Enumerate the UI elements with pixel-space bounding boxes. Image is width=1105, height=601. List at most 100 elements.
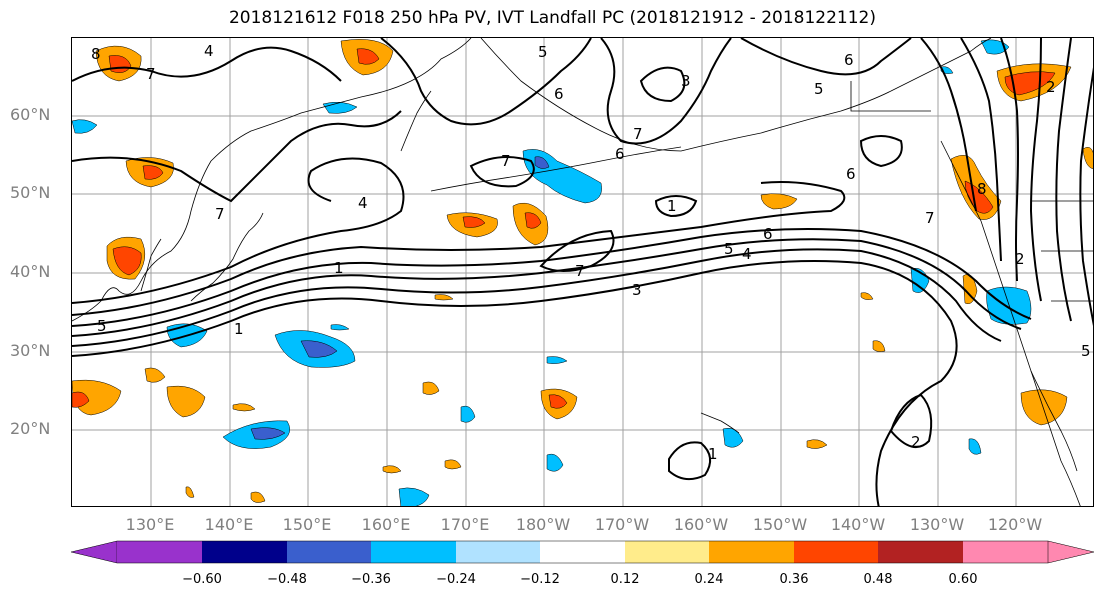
positive-anomaly bbox=[166, 385, 206, 418]
lat-label-20n: 20°N bbox=[10, 419, 51, 438]
coastline-hawaii bbox=[700, 412, 740, 434]
positive-anomaly bbox=[462, 216, 486, 228]
map-panel: 5 1 4 7 1 3 5 4 6 7 6 7 6 5 5 7 8 6 2 1 … bbox=[71, 37, 1094, 507]
contour-label: 1 bbox=[708, 445, 718, 463]
negative-anomaly bbox=[398, 487, 430, 506]
negative-anomaly bbox=[722, 428, 744, 448]
positive-anomaly bbox=[144, 367, 166, 383]
negative-anomaly bbox=[460, 405, 476, 423]
contour-label: 7 bbox=[575, 262, 585, 280]
contour-label: 1 bbox=[667, 197, 677, 215]
colorbar-tick: −0.48 bbox=[267, 572, 307, 587]
colorbar-tick: 0.24 bbox=[694, 572, 724, 587]
colorbar-tick: 0.36 bbox=[779, 572, 809, 587]
colorbar-extend-high bbox=[1047, 540, 1095, 564]
positive-anomaly bbox=[434, 294, 454, 301]
contour-label: 5 bbox=[97, 317, 107, 335]
negative-anomaly bbox=[546, 453, 564, 472]
contour-label: 4 bbox=[742, 245, 752, 263]
colorbar-tick: 0.48 bbox=[863, 572, 893, 587]
contour-label: 1 bbox=[234, 320, 244, 338]
contour-line bbox=[668, 441, 712, 481]
contour-line bbox=[72, 259, 958, 506]
map-title: 2018121612 F018 250 hPa PV, IVT Landfall… bbox=[228, 8, 876, 28]
contour-line bbox=[960, 38, 1002, 262]
contour-label: 5 bbox=[538, 43, 548, 61]
contour-label: 1 bbox=[334, 259, 344, 277]
contour-label: 7 bbox=[146, 65, 156, 83]
contour-label: 6 bbox=[763, 225, 773, 243]
lon-label-180w: 180°W bbox=[515, 515, 571, 534]
contour-line bbox=[920, 38, 977, 212]
positive-anomaly bbox=[142, 165, 164, 180]
colorbar-segment bbox=[456, 541, 540, 563]
contour-line bbox=[1000, 38, 1019, 282]
lat-label-60n: 60°N bbox=[10, 105, 51, 124]
lat-label-40n: 40°N bbox=[10, 262, 51, 281]
contour-label: 6 bbox=[615, 145, 625, 163]
contour-line bbox=[740, 38, 912, 76]
contour-line bbox=[600, 38, 732, 145]
positive-anomaly bbox=[72, 391, 90, 408]
contour-label: 2 bbox=[911, 433, 921, 451]
contour-label: 4 bbox=[358, 194, 368, 212]
lon-label-150w: 150°W bbox=[752, 515, 808, 534]
coastline-baja bbox=[1030, 370, 1078, 472]
contour-label: 5 bbox=[1081, 342, 1091, 360]
contour-label: 7 bbox=[633, 125, 643, 143]
contour-label: 2 bbox=[1015, 250, 1025, 268]
positive-anomaly bbox=[872, 340, 886, 352]
contour-line bbox=[72, 157, 405, 304]
lat-label-30n: 30°N bbox=[10, 341, 51, 360]
negative-anomaly bbox=[986, 286, 1032, 325]
lon-label-160e: 160°E bbox=[361, 515, 411, 534]
negative-anomaly bbox=[250, 427, 286, 440]
contour-label: 2 bbox=[1046, 78, 1056, 96]
colorbar-segment bbox=[202, 541, 287, 563]
lat-label-50n: 50°N bbox=[10, 183, 51, 202]
coastline-aleutians bbox=[430, 146, 682, 192]
contour-label: 6 bbox=[844, 51, 854, 69]
positive-anomaly bbox=[382, 465, 402, 474]
lon-label-130w: 130°W bbox=[909, 515, 965, 534]
colorbar-segment bbox=[878, 541, 963, 563]
lon-label-140e: 140°E bbox=[204, 515, 254, 534]
coastlines bbox=[72, 38, 1093, 506]
contour-line bbox=[469, 156, 535, 188]
positive-anomaly bbox=[444, 459, 462, 470]
negative-anomaly bbox=[300, 340, 338, 358]
colorbar-extend-low bbox=[70, 540, 118, 564]
contour-label: 7 bbox=[501, 152, 511, 170]
positive-anomaly bbox=[524, 212, 542, 229]
positive-anomaly bbox=[860, 292, 874, 300]
lon-label-150e: 150°E bbox=[282, 515, 332, 534]
contour-label: 8 bbox=[977, 180, 987, 198]
colorbar-segment bbox=[287, 541, 371, 563]
coastline-korea bbox=[140, 238, 162, 292]
contour-label: 3 bbox=[681, 72, 691, 90]
contour-line bbox=[1079, 67, 1093, 327]
lon-label-170e: 170°E bbox=[440, 515, 490, 534]
contour-label-group: 5 1 4 7 1 3 5 4 6 7 6 7 6 5 5 7 8 6 2 1 … bbox=[91, 42, 1091, 463]
contour-label: 7 bbox=[925, 209, 935, 227]
colorbar-segment bbox=[117, 541, 202, 563]
contour-line bbox=[72, 110, 402, 203]
colorbar-segment bbox=[794, 541, 878, 563]
lon-label-120w: 120°W bbox=[987, 515, 1043, 534]
contour-line bbox=[1029, 38, 1042, 302]
pv-contours bbox=[72, 38, 1093, 506]
pc-shading bbox=[72, 39, 1093, 506]
colorbar-segment bbox=[963, 541, 1048, 563]
contour-line bbox=[1055, 38, 1072, 322]
contour-line bbox=[72, 228, 1032, 327]
negative-anomaly bbox=[330, 324, 350, 331]
positive-anomaly bbox=[1020, 389, 1068, 426]
colorbar-tick: −0.12 bbox=[520, 572, 560, 587]
lon-label-130e: 130°E bbox=[125, 515, 175, 534]
negative-anomaly bbox=[968, 438, 982, 455]
positive-anomaly bbox=[112, 246, 142, 276]
positive-anomaly bbox=[422, 381, 440, 395]
contour-label: 8 bbox=[91, 45, 101, 63]
positive-anomaly bbox=[185, 486, 195, 498]
contour-line bbox=[72, 248, 1002, 347]
